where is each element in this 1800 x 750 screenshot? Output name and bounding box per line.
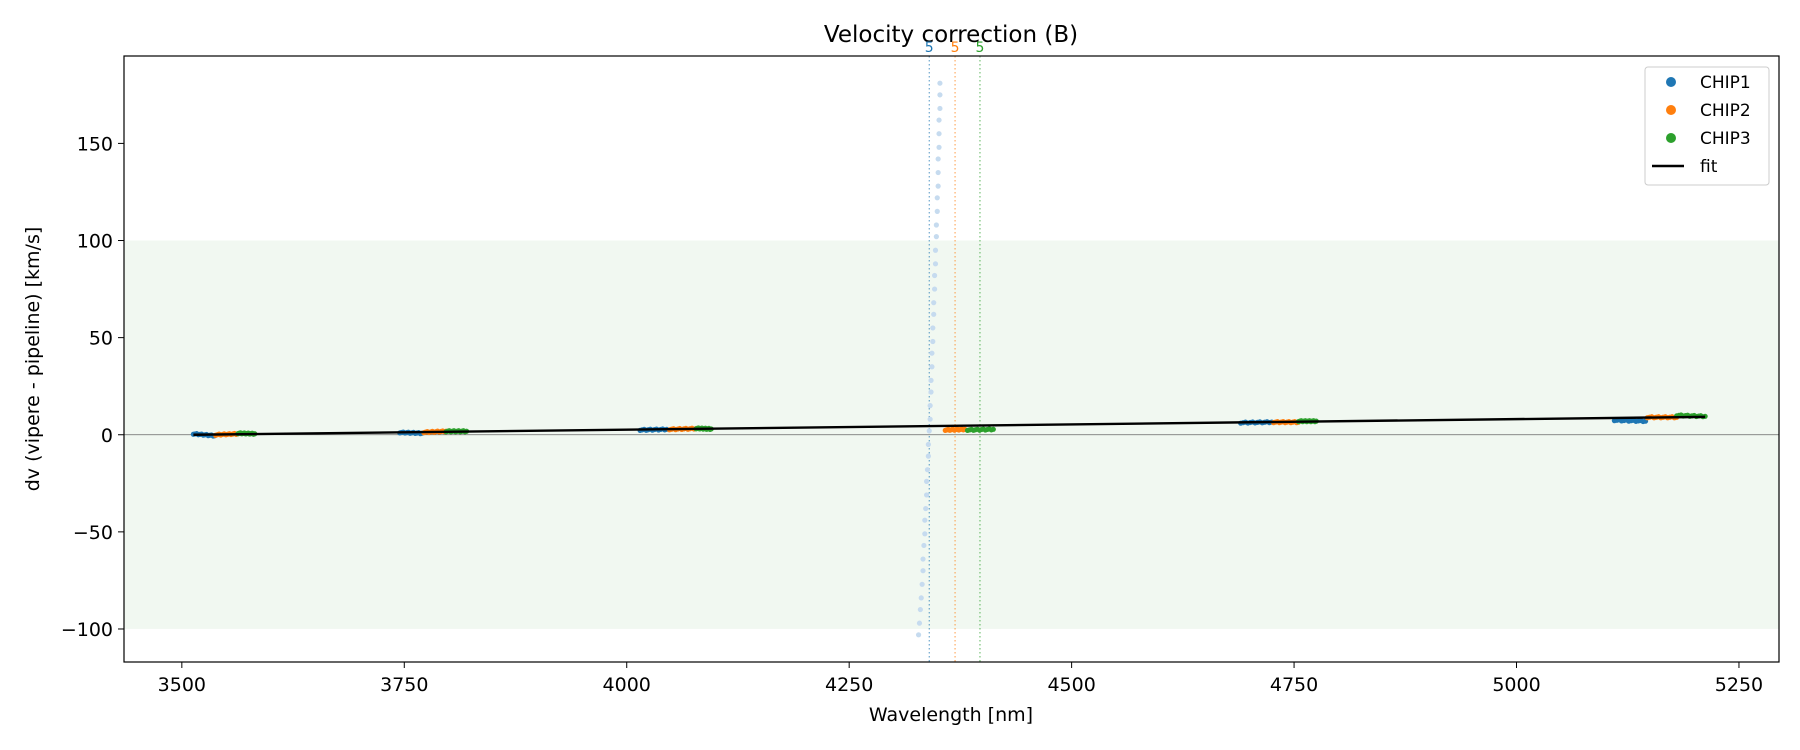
data-point-faded xyxy=(919,581,925,587)
data-point-faded xyxy=(936,117,942,123)
x-tick-label: 4750 xyxy=(1270,674,1318,696)
data-point-faded xyxy=(936,144,942,150)
data-point-faded xyxy=(928,389,934,395)
data-point-faded xyxy=(920,556,926,562)
data-point-faded xyxy=(925,441,931,448)
y-axis-label: dv (vipere - pipeline) [km/s] xyxy=(22,227,44,492)
data-point-faded xyxy=(937,92,943,98)
y-axis-ticks: −100 −50 0 50 100 150 xyxy=(61,133,124,641)
data-point-faded xyxy=(936,131,942,137)
data-point-faded xyxy=(917,606,923,613)
x-tick-label: 4250 xyxy=(825,674,873,696)
data-point-faded xyxy=(931,286,938,292)
data-point-faded xyxy=(935,183,941,189)
data-point-faded xyxy=(931,311,937,317)
data-point-faded xyxy=(933,234,939,240)
order-marker-label: 5 xyxy=(925,40,934,56)
data-point-faded xyxy=(932,261,939,267)
data-point-faded xyxy=(934,195,940,201)
y-tick-label: −50 xyxy=(73,522,113,544)
plot-frame xyxy=(123,55,1780,663)
data-point-faded xyxy=(934,208,940,214)
x-tick-label: 5000 xyxy=(1492,674,1540,696)
data-point-faded xyxy=(927,416,933,422)
y-tick-label: −100 xyxy=(61,619,113,641)
x-tick-label: 4000 xyxy=(603,674,651,696)
data-point-faded xyxy=(931,272,938,279)
x-axis-ticks: 3500 3750 4000 4250 4500 4750 5000 5250 xyxy=(158,662,1763,696)
data-point-faded xyxy=(933,222,939,228)
legend-label: CHIP1 xyxy=(1700,73,1751,93)
y-tick-label: 50 xyxy=(89,328,113,350)
data-point-faded xyxy=(937,105,943,112)
data-point-faded xyxy=(922,531,928,537)
data-point-faded xyxy=(920,568,926,574)
legend-box xyxy=(1644,66,1770,186)
legend-swatch xyxy=(1666,133,1676,143)
data-point-faded xyxy=(918,595,924,601)
data-point-faded xyxy=(923,478,930,484)
data-point-faded xyxy=(927,403,933,409)
data-point-faded xyxy=(937,80,943,86)
data-point-faded xyxy=(930,325,936,331)
data-point-faded xyxy=(916,620,923,626)
order-marker-label: 5 xyxy=(976,40,985,56)
data-point-faded xyxy=(935,156,941,162)
y-tick-label: 0 xyxy=(101,425,113,447)
data-point xyxy=(990,426,996,432)
legend-label: fit xyxy=(1700,157,1718,177)
y-tick-label: 100 xyxy=(77,231,113,253)
data-point-faded xyxy=(929,350,935,356)
x-tick-label: 4500 xyxy=(1047,674,1095,696)
data-point-faded xyxy=(923,492,930,498)
data-point-faded xyxy=(915,632,922,638)
x-axis-label: Wavelength [nm] xyxy=(869,704,1033,726)
order-marker-label: 5 xyxy=(951,40,960,56)
data-point-faded xyxy=(930,338,936,345)
data-point-faded xyxy=(931,300,937,306)
fit-line-layer xyxy=(193,415,1706,436)
legend: CHIP1 CHIP2 CHIP3 fit xyxy=(1644,66,1770,186)
legend-label: CHIP3 xyxy=(1700,129,1751,149)
data-point-faded xyxy=(926,428,932,434)
fit-line xyxy=(193,415,1706,436)
chart-title: Velocity correction (B) xyxy=(824,22,1078,48)
y-tick-label: 150 xyxy=(77,133,113,155)
x-tick-label: 5250 xyxy=(1715,674,1763,696)
data-point-faded xyxy=(929,364,935,370)
legend-swatch xyxy=(1666,105,1676,115)
data-point-faded xyxy=(925,453,931,459)
x-tick-label: 3750 xyxy=(380,674,428,696)
data-point-faded xyxy=(921,542,927,549)
data-point-faded xyxy=(923,505,929,512)
data-point-faded xyxy=(924,467,931,473)
legend-swatch xyxy=(1666,77,1676,87)
data-point-faded xyxy=(922,517,928,523)
legend-label: CHIP2 xyxy=(1700,101,1751,121)
data-point-faded xyxy=(932,247,939,253)
data-point-faded xyxy=(935,169,941,176)
data-point-faded xyxy=(928,377,934,383)
x-tick-label: 3500 xyxy=(158,674,206,696)
